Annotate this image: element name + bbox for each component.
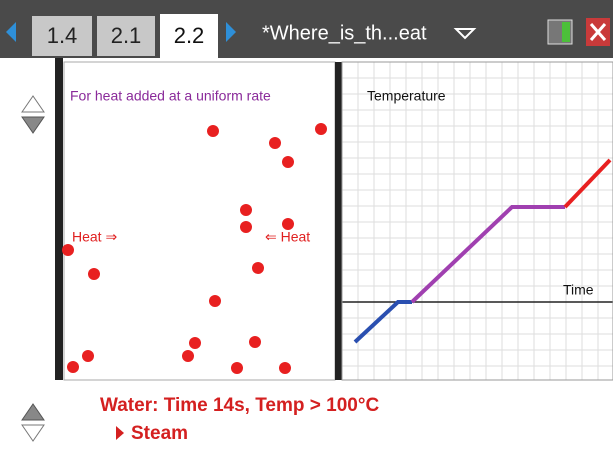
prev-arrow[interactable] xyxy=(6,22,16,42)
phase-label: Steam xyxy=(131,423,188,444)
expand-icon[interactable] xyxy=(116,426,124,440)
y-axis-label: Temperature xyxy=(367,88,446,104)
particles-panel xyxy=(63,61,336,381)
graph-panel xyxy=(341,61,613,381)
caption: For heat added at a uniform rate xyxy=(70,88,271,104)
scroll-up[interactable] xyxy=(21,95,45,113)
close-icon xyxy=(589,23,607,41)
document-title: *Where_is_th...eat xyxy=(262,22,427,44)
heat-label: ⇐ Heat xyxy=(265,229,310,245)
next-arrow[interactable] xyxy=(226,22,236,42)
divider xyxy=(55,58,63,380)
water-segment xyxy=(410,205,565,304)
tab[interactable] xyxy=(97,16,155,56)
tab-active[interactable] xyxy=(160,14,218,58)
tab-label: 2.1 xyxy=(111,23,142,48)
scroll-down[interactable] xyxy=(21,116,45,134)
ice-segment xyxy=(353,300,412,344)
status-line: Water: Time 14s, Temp > 100°C xyxy=(100,395,379,416)
scroll-up[interactable] xyxy=(21,403,45,421)
divider xyxy=(335,62,342,380)
tab[interactable] xyxy=(32,16,92,56)
battery-level xyxy=(562,22,570,42)
steam-segment xyxy=(563,158,612,209)
scroll-down[interactable] xyxy=(21,424,45,442)
heat-label: Heat ⇒ xyxy=(72,229,117,245)
tab-label: 1.4 xyxy=(47,23,78,48)
particles xyxy=(62,123,327,374)
x-axis-label: Time xyxy=(563,282,594,298)
tab-label: 2.2 xyxy=(174,23,205,48)
dropdown-icon[interactable] xyxy=(453,28,477,40)
